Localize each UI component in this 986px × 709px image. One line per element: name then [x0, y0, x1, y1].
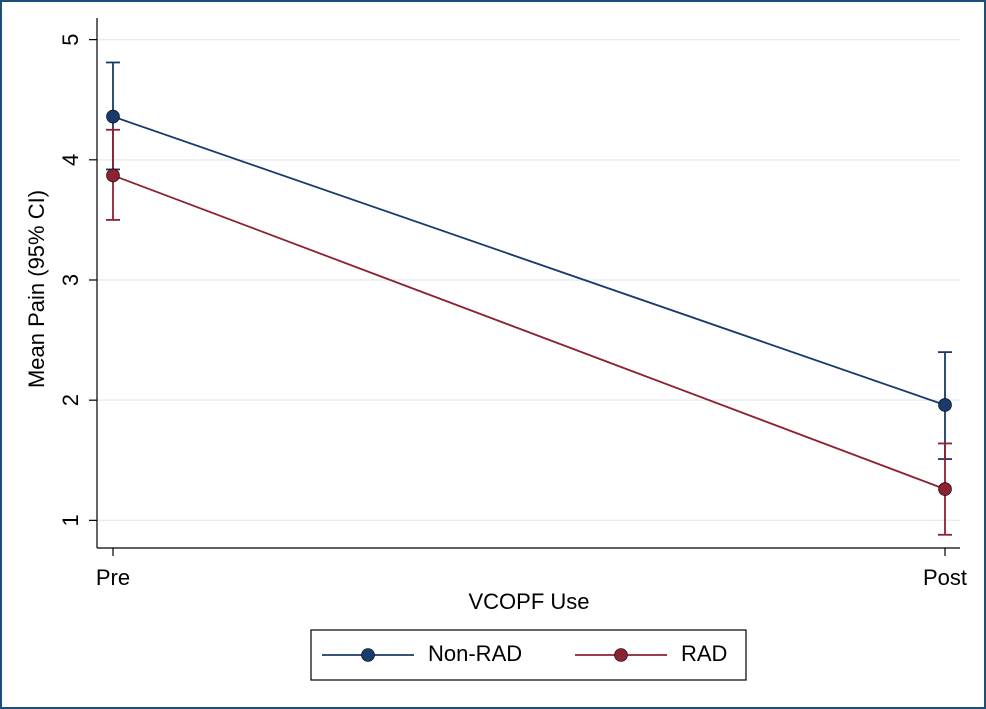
y-tick-label: 2	[58, 394, 83, 406]
y-tick-label: 1	[58, 514, 83, 526]
point	[938, 398, 952, 412]
y-tick-label: 3	[58, 274, 83, 286]
legend-label: RAD	[681, 641, 727, 666]
series-line	[112, 174, 946, 490]
point	[938, 482, 952, 496]
y-axis-label: Mean Pain (95% CI)	[24, 190, 49, 388]
x-axis-label: VCOPF Use	[468, 589, 589, 614]
y-tick-label: 5	[58, 34, 83, 46]
legend-marker	[614, 648, 628, 662]
y-tick-label: 4	[58, 154, 83, 166]
x-tick-label: Pre	[96, 565, 130, 590]
legend-label: Non-RAD	[428, 641, 522, 666]
point	[106, 109, 120, 124]
series-line	[112, 115, 946, 406]
x-tick-label: Post	[923, 565, 967, 590]
point	[106, 168, 120, 183]
legend-marker	[361, 648, 375, 662]
